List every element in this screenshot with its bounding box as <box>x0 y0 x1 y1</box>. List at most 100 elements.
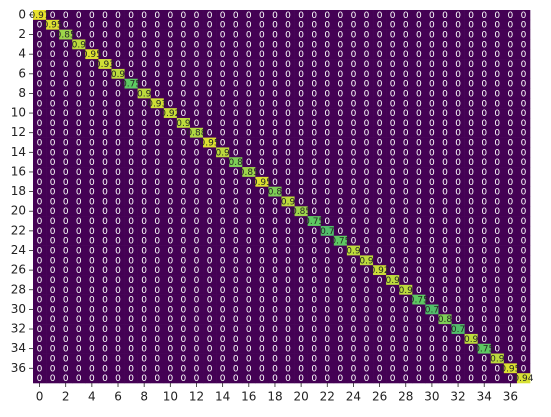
cell-label: 0 <box>337 129 343 139</box>
y-tick-label: 18 <box>11 184 26 198</box>
cell-label: 0 <box>207 227 213 237</box>
cell-label: 0 <box>167 335 173 345</box>
heatmap-cell <box>59 117 73 129</box>
cell-label: 0 <box>311 256 317 266</box>
cell-label: 0 <box>521 197 527 207</box>
cell-label: 0 <box>364 315 370 325</box>
heatmap-cell <box>85 19 99 30</box>
cell-label: 0 <box>272 119 278 129</box>
heatmap-cell <box>59 373 73 384</box>
cell-label: 0 <box>207 168 213 178</box>
cell-label: 0 <box>194 364 200 374</box>
cell-label: 0 <box>468 119 474 129</box>
cell-label: 0 <box>311 207 317 217</box>
heatmap-cell <box>333 265 348 276</box>
cell-label: 0 <box>233 168 239 178</box>
heatmap-cell <box>477 88 492 99</box>
cell-label: 0 <box>154 335 160 345</box>
heatmap-cell <box>307 373 322 384</box>
cell-label: 0 <box>128 335 134 345</box>
heatmap-cell <box>320 68 335 80</box>
cell-label: 0 <box>207 70 213 80</box>
heatmap-cell <box>242 186 256 197</box>
heatmap-cell <box>359 235 374 246</box>
cell-label: 0 <box>429 119 435 129</box>
heatmap-cell <box>281 127 295 138</box>
cell-label: 0 <box>128 315 134 325</box>
cell-label: 0 <box>167 305 173 315</box>
cell-label: 0 <box>207 305 213 315</box>
cell-label: 0 <box>37 188 43 198</box>
heatmap-cell <box>425 68 439 80</box>
cell-label: 0 <box>102 335 108 345</box>
heatmap-cell <box>98 363 112 374</box>
cell-label: 0 <box>311 139 317 149</box>
heatmap-cell <box>124 265 138 276</box>
heatmap-cell <box>373 255 387 266</box>
heatmap-cell <box>59 333 73 345</box>
cell-label: 0 <box>246 325 252 335</box>
cell-label: 0 <box>115 158 121 168</box>
cell-label: 0 <box>233 296 239 306</box>
cell-label: 0 <box>102 11 108 21</box>
cell-label: 0 <box>115 354 121 364</box>
heatmap-cell <box>111 68 125 80</box>
heatmap-cell <box>98 216 112 227</box>
cell-label: 0 <box>115 129 121 139</box>
cell-label: 0 <box>272 89 278 99</box>
heatmap-cell <box>503 108 518 119</box>
heatmap-cell <box>359 49 374 60</box>
heatmap-cell <box>137 353 152 364</box>
heatmap-cell <box>490 147 505 158</box>
cell-label: 0 <box>285 354 291 364</box>
heatmap-cell <box>373 304 387 315</box>
heatmap-cell <box>386 275 400 286</box>
y-tick-label: 34 <box>11 341 26 355</box>
heatmap-cell <box>85 235 99 246</box>
heatmap-cell <box>98 176 112 187</box>
heatmap-cell <box>59 147 73 158</box>
heatmap-cell <box>229 216 243 227</box>
cell-label: 0 <box>246 188 252 198</box>
cell-label: 0 <box>115 286 121 296</box>
x-tick-label: 24 <box>346 390 361 404</box>
cell-label: 0 <box>246 207 252 217</box>
heatmap-cell <box>477 324 492 335</box>
heatmap-cell <box>294 167 308 178</box>
cell-label: 0 <box>233 207 239 217</box>
heatmap-cell <box>477 117 492 129</box>
cell-label: 0 <box>455 197 461 207</box>
heatmap-cell <box>438 186 452 197</box>
heatmap-cell <box>516 186 531 197</box>
cell-label: 0 <box>442 50 448 60</box>
heatmap-cell <box>59 186 73 197</box>
cell-label: 0 <box>141 139 147 149</box>
cell-label: 0.7 <box>451 325 465 335</box>
cell-label: 0 <box>128 364 134 374</box>
heatmap-cell <box>268 39 282 50</box>
heatmap-cell <box>111 78 125 89</box>
heatmap-cell <box>333 167 348 178</box>
heatmap-cell <box>242 29 256 40</box>
cell-label: 0 <box>115 305 121 315</box>
cell-label: 0 <box>508 109 514 119</box>
cell-label: 0 <box>390 207 396 217</box>
cell-label: 0 <box>246 21 252 31</box>
cell-label: 0 <box>468 139 474 149</box>
heatmap-cell <box>346 186 361 197</box>
cell-label: 0 <box>50 325 56 335</box>
cell-label: 0 <box>194 139 200 149</box>
cell-label: 0 <box>311 345 317 355</box>
heatmap-cell <box>111 333 125 345</box>
cell-label: 0 <box>377 354 383 364</box>
heatmap-cell <box>503 137 518 148</box>
cell-label: 0 <box>233 139 239 149</box>
heatmap-cell <box>346 49 361 60</box>
heatmap-cell <box>320 29 335 40</box>
cell-label: 0 <box>337 207 343 217</box>
heatmap-cell <box>386 206 400 217</box>
heatmap-cell <box>33 265 47 276</box>
heatmap-cell <box>464 343 478 354</box>
cell-label: 0 <box>285 305 291 315</box>
cell-label: 0 <box>521 80 527 90</box>
